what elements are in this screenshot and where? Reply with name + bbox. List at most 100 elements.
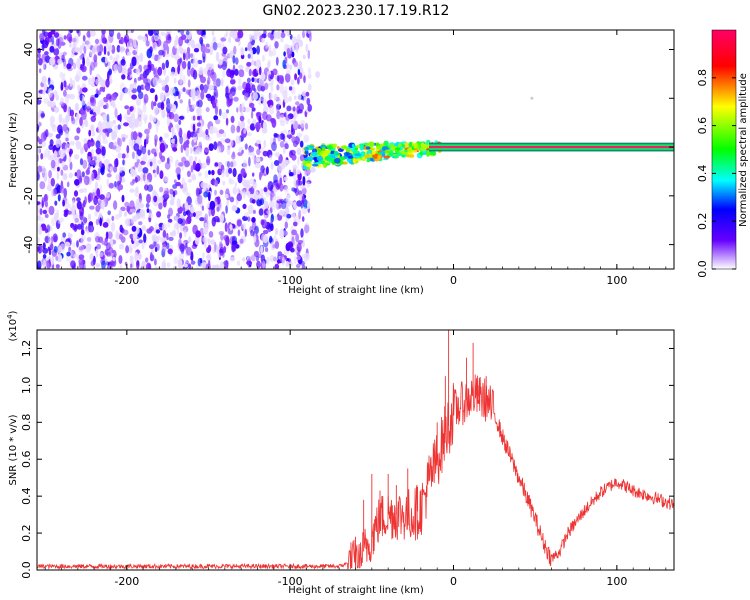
noise-speckle bbox=[278, 114, 285, 124]
noise-speckle bbox=[209, 125, 214, 135]
noise-speckle bbox=[264, 200, 269, 206]
noise-speckle bbox=[59, 243, 66, 253]
noise-speckle bbox=[108, 30, 115, 37]
noise-speckle bbox=[166, 103, 173, 110]
noise-speckle bbox=[74, 103, 79, 111]
noise-speckle bbox=[107, 51, 110, 56]
noise-speckle bbox=[145, 257, 149, 263]
noise-speckle bbox=[72, 242, 76, 249]
noise-speckle bbox=[172, 265, 176, 269]
noise-speckle bbox=[165, 30, 172, 35]
noise-speckle bbox=[200, 262, 207, 269]
noise-speckle bbox=[170, 127, 175, 134]
signal-blob bbox=[315, 161, 322, 165]
noise-speckle bbox=[144, 82, 151, 92]
noise-speckle bbox=[285, 260, 290, 268]
noise-speckle bbox=[39, 181, 46, 190]
noise-speckle bbox=[154, 138, 157, 147]
noise-speckle bbox=[196, 89, 200, 100]
noise-speckle bbox=[275, 104, 280, 113]
noise-speckle bbox=[54, 200, 58, 206]
noise-speckle bbox=[254, 30, 261, 37]
noise-speckle bbox=[221, 60, 228, 71]
snr-frame bbox=[36, 329, 675, 571]
signal-blob bbox=[376, 145, 381, 150]
noise-speckle bbox=[89, 205, 95, 210]
noise-speckle bbox=[50, 177, 55, 187]
noise-speckle bbox=[123, 211, 128, 217]
noise-speckle bbox=[296, 147, 302, 156]
noise-speckle bbox=[237, 30, 244, 39]
noise-speckle bbox=[118, 166, 123, 173]
noise-speckle bbox=[206, 158, 210, 164]
noise-speckle bbox=[301, 216, 305, 222]
noise-speckle bbox=[278, 210, 285, 216]
noise-speckle bbox=[160, 31, 166, 36]
noise-speckle bbox=[115, 157, 119, 168]
noise-speckle bbox=[204, 170, 208, 179]
noise-speckle bbox=[42, 209, 47, 215]
noise-speckle bbox=[186, 105, 190, 114]
noise-speckle bbox=[59, 185, 65, 194]
noise-speckle bbox=[192, 172, 195, 180]
noise-speckle bbox=[76, 127, 81, 134]
signal-blob bbox=[339, 156, 346, 161]
noise-speckle bbox=[159, 92, 165, 102]
noise-speckle bbox=[185, 210, 189, 215]
noise-speckle bbox=[159, 186, 164, 193]
noise-speckle bbox=[121, 194, 125, 203]
noise-speckle bbox=[273, 37, 277, 42]
noise-speckle bbox=[62, 232, 67, 238]
noise-speckle bbox=[54, 212, 59, 222]
noise-speckle bbox=[212, 80, 219, 87]
noise-speckle bbox=[178, 253, 185, 260]
noise-speckle bbox=[63, 104, 67, 113]
noise-speckle bbox=[304, 122, 309, 130]
noise-speckle bbox=[205, 43, 210, 48]
noise-speckle bbox=[85, 243, 92, 251]
signal-blob bbox=[383, 155, 390, 159]
noise-speckle bbox=[82, 35, 86, 42]
noise-speckle bbox=[291, 229, 297, 236]
noise-speckle bbox=[94, 181, 99, 191]
noise-speckle bbox=[81, 87, 88, 93]
noise-speckle bbox=[282, 134, 286, 142]
noise-speckle bbox=[287, 130, 291, 136]
noise-speckle bbox=[245, 190, 251, 196]
noise-speckle bbox=[252, 181, 257, 189]
noise-speckle bbox=[64, 129, 70, 139]
noise-speckle bbox=[63, 80, 67, 88]
signal-blob bbox=[351, 143, 355, 148]
noise-speckle bbox=[82, 159, 88, 169]
noise-speckle bbox=[93, 160, 97, 167]
noise-speckle bbox=[49, 154, 55, 161]
noise-speckle bbox=[261, 37, 265, 44]
noise-speckle bbox=[132, 82, 137, 89]
noise-speckle bbox=[149, 114, 154, 122]
noise-speckle bbox=[111, 145, 117, 150]
noise-speckle bbox=[258, 77, 264, 86]
noise-speckle bbox=[132, 233, 136, 242]
noise-speckle bbox=[179, 76, 183, 85]
noise-speckle bbox=[289, 172, 294, 177]
signal-blob bbox=[346, 148, 350, 153]
noise-speckle bbox=[190, 88, 196, 99]
noise-speckle bbox=[162, 198, 167, 208]
noise-speckle bbox=[256, 255, 259, 262]
noise-speckle bbox=[187, 178, 193, 183]
noise-speckle bbox=[297, 77, 300, 85]
noise-speckle bbox=[256, 260, 261, 269]
noise-speckle bbox=[115, 54, 120, 60]
noise-speckle bbox=[152, 116, 157, 123]
noise-speckle bbox=[44, 51, 49, 56]
noise-speckle bbox=[304, 224, 310, 234]
noise-speckle bbox=[37, 260, 42, 269]
noise-speckle bbox=[79, 158, 84, 166]
noise-speckle bbox=[95, 248, 99, 258]
noise-speckle bbox=[141, 260, 146, 269]
noise-speckle bbox=[108, 68, 113, 76]
noise-speckle bbox=[76, 197, 81, 202]
noise-speckle bbox=[136, 85, 142, 93]
noise-speckle bbox=[112, 257, 116, 262]
noise-speckle bbox=[55, 138, 61, 148]
